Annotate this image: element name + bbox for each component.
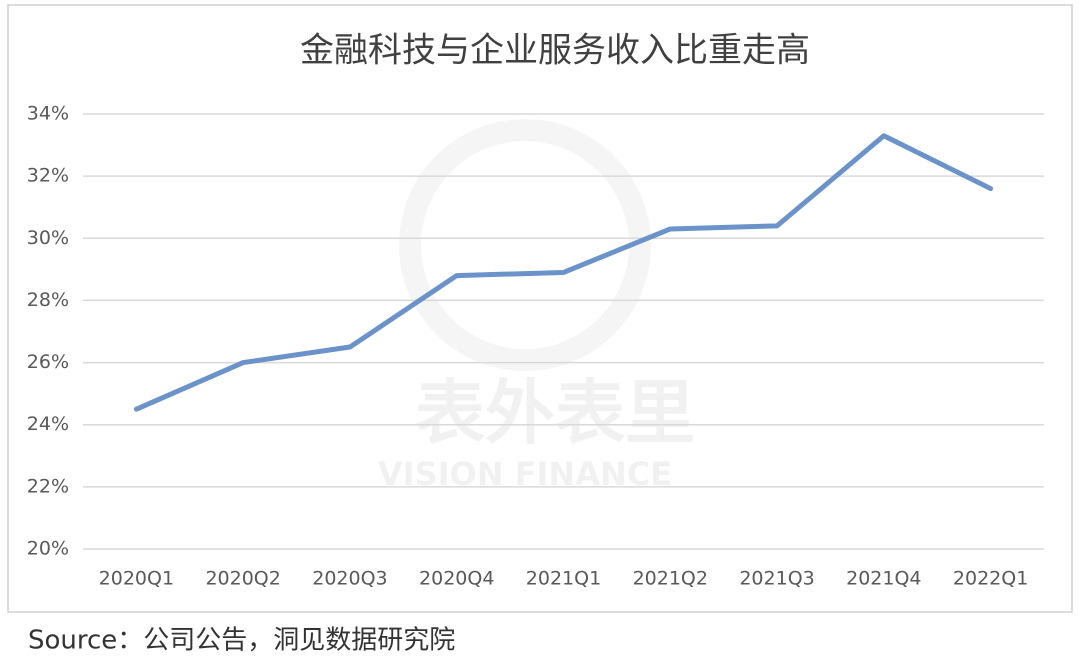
y-tick-label: 24% <box>27 413 69 435</box>
source-note: Source：公司公告，洞见数据研究院 <box>28 626 455 656</box>
x-tick-label: 2020Q2 <box>205 568 280 590</box>
chart-title: 金融科技与企业服务收入比重走高 <box>300 31 810 71</box>
x-tick-label: 2021Q2 <box>633 568 708 590</box>
watermark-logo <box>399 119 651 371</box>
x-tick-label: 2021Q4 <box>846 568 921 590</box>
y-tick-label: 26% <box>27 351 69 373</box>
x-tick-label: 2021Q3 <box>739 568 814 590</box>
x-tick-label: 2020Q1 <box>99 568 174 590</box>
x-tick-label: 2020Q3 <box>312 568 387 590</box>
x-tick-label: 2021Q1 <box>526 568 601 590</box>
x-tick-label: 2022Q1 <box>953 568 1028 590</box>
data-line <box>133 133 994 412</box>
chart-frame <box>7 4 1073 613</box>
y-tick-label: 20% <box>27 538 69 560</box>
y-tick-label: 32% <box>27 165 69 187</box>
x-tick-label: 2020Q4 <box>419 568 494 590</box>
y-tick-label: 28% <box>27 289 69 311</box>
y-tick-label: 30% <box>27 227 69 249</box>
watermark: 表外表里 <box>415 372 695 454</box>
y-tick-label: 34% <box>27 103 69 125</box>
y-tick-label: 22% <box>27 475 69 497</box>
